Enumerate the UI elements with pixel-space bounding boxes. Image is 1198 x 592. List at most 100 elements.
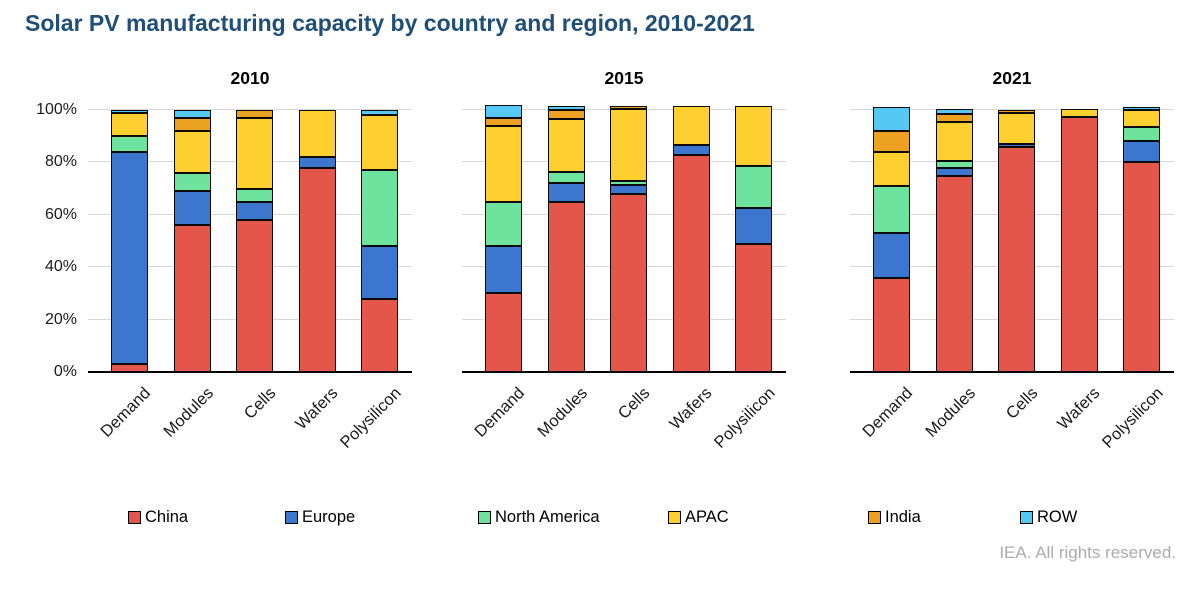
row-segment-modules [547, 106, 585, 110]
row-swatch-icon [1020, 510, 1033, 524]
europe-segment-demand [873, 233, 910, 278]
copyright-text: IEA. All rights reserved. [999, 543, 1176, 562]
china-segment-polysilicon [735, 243, 772, 372]
y-tick-label: 60% [44, 205, 77, 223]
europe-segment-polysilicon [1123, 141, 1160, 163]
chart-panel-2015: 2015 Demand Modules Cells Wafers Polysilicon [462, 68, 786, 452]
x-tick-label-cells: Cells [240, 384, 280, 423]
apac-segment-cells [610, 108, 647, 181]
x-tick-label-cells: Cells [614, 384, 654, 423]
legend-item-china: China [128, 507, 188, 527]
row-segment-demand [485, 104, 522, 118]
india-segment-demand [485, 117, 522, 126]
india-swatch-icon [868, 510, 881, 524]
china-segment-polysilicon [1123, 162, 1160, 372]
china-segment-wafers [1060, 116, 1098, 372]
legend-label: China [145, 508, 189, 526]
north-america-segment-polysilicon [361, 170, 398, 247]
row-segment-modules [173, 110, 211, 118]
x-tick-label-polysilicon: Polysilicon [710, 384, 779, 452]
europe-segment-modules [935, 167, 973, 176]
legend-item-europe: Europe [285, 507, 355, 527]
panel-title: 2021 [992, 68, 1032, 88]
europe-segment-modules [173, 191, 211, 226]
y-tick-label: 80% [44, 153, 77, 171]
china-segment-demand [111, 364, 148, 372]
apac-segment-demand [111, 112, 148, 137]
north-america-segment-modules [935, 161, 973, 168]
india-segment-cells [236, 110, 273, 118]
china-segment-demand [485, 293, 522, 372]
north-america-segment-cells [610, 180, 647, 185]
chart-panel-2010: 2010 Demand Modules Cells Wafers Polysilicon [88, 68, 412, 452]
north-america-segment-polysilicon [735, 166, 772, 209]
china-swatch-icon [128, 510, 141, 524]
europe-segment-wafers [298, 157, 336, 168]
north-america-segment-demand [873, 185, 910, 234]
north-america-segment-modules [173, 172, 211, 192]
y-tick-label: 40% [44, 258, 77, 276]
apac-segment-polysilicon [735, 106, 772, 167]
india-segment-demand [873, 130, 910, 152]
china-segment-cells [998, 146, 1035, 372]
plot-area: Demand Modules Cells Wafers Polysilicon [88, 109, 412, 452]
row-segment-polysilicon [361, 110, 398, 116]
x-tick-label-polysilicon: Polysilicon [336, 384, 405, 452]
apac-segment-polysilicon [361, 115, 398, 171]
apac-segment-modules [173, 130, 211, 173]
north-america-segment-cells [236, 188, 273, 202]
apac-swatch-icon [668, 510, 681, 524]
europe-segment-cells [998, 144, 1035, 147]
europe-swatch-icon [285, 510, 298, 524]
x-tick-label-demand: Demand [97, 384, 155, 441]
europe-segment-demand [485, 246, 522, 294]
india-segment-modules [173, 117, 211, 131]
gridline [88, 109, 412, 110]
europe-segment-polysilicon [361, 246, 398, 299]
x-tick-label-demand: Demand [471, 384, 529, 441]
apac-segment-modules [547, 119, 585, 172]
china-segment-modules [547, 201, 585, 372]
apac-segment-cells [998, 112, 1035, 145]
north-america-swatch-icon [478, 510, 491, 524]
china-segment-modules [173, 225, 211, 372]
apac-segment-cells [236, 117, 273, 189]
india-segment-modules [935, 113, 973, 122]
apac-segment-demand [485, 125, 522, 202]
plot-area: Demand Modules Cells Wafers Polysilicon [850, 107, 1174, 452]
europe-segment-demand [111, 151, 148, 365]
x-tick-label-modules: Modules [533, 384, 591, 441]
europe-segment-cells [610, 184, 647, 194]
europe-segment-cells [236, 201, 273, 221]
europe-segment-modules [547, 183, 585, 202]
legend-label: Europe [302, 508, 356, 526]
china-segment-wafers [672, 154, 710, 372]
row-segment-polysilicon [1123, 107, 1160, 110]
y-axis: 0% 20% 40% 60% 80% 100% [0, 101, 77, 380]
india-segment-cells [998, 110, 1035, 113]
row-segment-demand [873, 107, 910, 131]
legend-label: ROW [1037, 508, 1078, 526]
apac-segment-wafers [1060, 108, 1098, 117]
x-tick-label-polysilicon: Polysilicon [1098, 384, 1167, 452]
legend-label: North America [495, 508, 600, 526]
legend-item-india: India [868, 507, 921, 527]
europe-segment-polysilicon [735, 208, 772, 244]
x-tick-label-modules: Modules [159, 384, 217, 441]
legend-label: India [885, 508, 921, 526]
row-segment-demand [111, 110, 148, 113]
india-segment-cells [610, 106, 647, 109]
y-tick-label: 20% [44, 310, 77, 328]
apac-segment-polysilicon [1123, 110, 1160, 128]
legend-item-row: ROW [1020, 507, 1077, 527]
apac-segment-demand [873, 151, 910, 186]
row-segment-modules [935, 108, 973, 114]
x-tick-label-demand: Demand [859, 384, 917, 441]
north-america-segment-modules [547, 171, 585, 184]
page-title: Solar PV manufacturing capacity by count… [25, 10, 755, 36]
china-segment-cells [610, 193, 647, 372]
chart-panel-2021: 2021 Demand Modules Cells Wafers Polysilicon [850, 68, 1174, 452]
north-america-segment-demand [111, 136, 148, 152]
legend: China Europe North America APAC India ROW [0, 507, 1198, 533]
